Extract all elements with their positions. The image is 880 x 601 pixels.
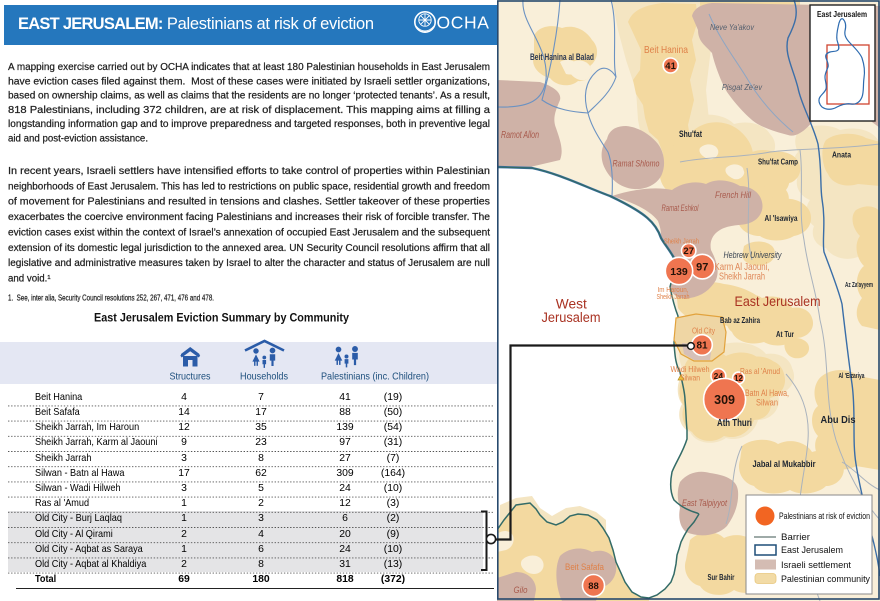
svg-text:have eviction cases filed agai: have eviction cases filed against them. … — [8, 76, 490, 87]
svg-text:Ramat Eshkol: Ramat Eshkol — [662, 203, 700, 213]
svg-text:West: West — [556, 297, 587, 312]
svg-text:East Jerusalem: East Jerusalem — [735, 293, 821, 309]
svg-text:Ramat Shlomo: Ramat Shlomo — [613, 159, 660, 170]
svg-text:Silwan: Silwan — [756, 398, 778, 409]
svg-text:Hebrew University: Hebrew University — [724, 250, 782, 260]
svg-text:Im Haroun,: Im Haroun, — [658, 287, 689, 294]
svg-text:extension of its domestic lega: extension of its domestic legal jurisdic… — [8, 243, 490, 254]
svg-text:88: 88 — [588, 581, 599, 592]
svg-text:longstanding information gap a: longstanding information gap and to impr… — [8, 119, 490, 130]
svg-text:East Jerusalem: East Jerusalem — [781, 545, 843, 555]
svg-text:Batn Al Hawa,: Batn Al Hawa, — [745, 388, 789, 399]
svg-text:Israeli settlement: Israeli settlement — [781, 560, 851, 570]
svg-text:aid and post-eviction assistan: aid and post-eviction assistance. — [8, 134, 148, 145]
svg-text:Beit Safafa: Beit Safafa — [565, 562, 605, 573]
svg-text:139: 139 — [670, 266, 688, 278]
svg-text:Al 'Isawiya: Al 'Isawiya — [765, 213, 798, 223]
svg-text:French Hill: French Hill — [715, 190, 752, 200]
svg-text:41: 41 — [665, 61, 676, 72]
svg-text:Silwan: Silwan — [680, 373, 700, 383]
svg-text:Abu Dis: Abu Dis — [821, 414, 856, 426]
svg-text:12: 12 — [734, 374, 743, 383]
svg-text:Al 'Eizariya: Al 'Eizariya — [839, 371, 866, 380]
svg-text:Sheikh Jarrah: Sheikh Jarrah — [657, 294, 690, 301]
svg-text:Pisgat Ze'ev: Pisgat Ze'ev — [722, 83, 763, 92]
svg-text:Ras al 'Amud: Ras al 'Amud — [740, 366, 780, 376]
svg-text:Gilo: Gilo — [514, 585, 528, 595]
svg-text:309: 309 — [714, 393, 735, 407]
svg-text:Beit Hanina al Balad: Beit Hanina al Balad — [530, 52, 594, 63]
svg-text:97: 97 — [696, 262, 708, 274]
svg-text:eviction cases exist within th: eviction cases exist within the context … — [8, 227, 490, 238]
svg-text:East Jerusalem: East Jerusalem — [817, 9, 867, 19]
svg-text:Wadi Hilweh: Wadi Hilweh — [671, 364, 710, 374]
svg-text:In recent years, Israeli settl: In recent years, Israeli settlers have i… — [8, 166, 490, 177]
svg-text:At Tur: At Tur — [776, 330, 794, 339]
svg-text:Jabal al Mukabbir: Jabal al Mukabbir — [753, 459, 816, 470]
svg-text:Sheikh Jarrah: Sheikh Jarrah — [719, 272, 765, 283]
svg-text:27: 27 — [683, 246, 694, 257]
svg-text:81: 81 — [696, 341, 708, 352]
svg-text:Neve Ya'akov: Neve Ya'akov — [710, 23, 755, 32]
svg-text:Jerusalem: Jerusalem — [542, 310, 601, 325]
svg-text:legislative and administrative: legislative and administrative measures … — [8, 258, 490, 269]
svg-text:of movement for Palestinians a: of movement for Palestinians and resulte… — [8, 197, 490, 208]
svg-text:Palestinians at risk of evicti: Palestinians at risk of eviction — [779, 511, 870, 521]
svg-text:Sur Bahir: Sur Bahir — [708, 572, 735, 582]
svg-text:and void.¹: and void.¹ — [8, 274, 51, 285]
svg-text:Bab az Zahira: Bab az Zahira — [720, 315, 760, 325]
svg-text:Beit Hanina: Beit Hanina — [644, 44, 688, 56]
svg-text:Karm Al Jaouni,: Karm Al Jaouni, — [715, 262, 770, 273]
svg-text:based on ownership claims, as: based on ownership claims, as well as cl… — [8, 91, 490, 102]
svg-text:East Talpiyyot: East Talpiyyot — [682, 498, 727, 508]
svg-text:exacerbates the coercive envir: exacerbates the coercive environment fac… — [8, 212, 490, 223]
svg-text:1. See, inter alia, Security: 1. See, inter alia, Security Council res… — [8, 293, 214, 303]
svg-text:818 Palestinians, including 37: 818 Palestinians, including 372 children… — [8, 105, 491, 116]
svg-text:Old City: Old City — [692, 327, 715, 336]
svg-text:Barrier: Barrier — [781, 532, 810, 542]
svg-text:East Jerusalem Eviction Summar: East Jerusalem Eviction Summary by Commu… — [94, 311, 349, 325]
svg-text:Anata: Anata — [832, 151, 851, 160]
svg-text:A mapping exercise carried out: A mapping exercise carried out by OCHA i… — [8, 62, 490, 73]
svg-text:Ath Thuri: Ath Thuri — [717, 417, 752, 429]
svg-text:Az Za'ayyem: Az Za'ayyem — [845, 280, 873, 289]
svg-text:Shu'fat: Shu'fat — [679, 129, 703, 140]
svg-text:Ramot Allon: Ramot Allon — [501, 130, 539, 141]
svg-text:24: 24 — [714, 371, 724, 381]
svg-text:Palestinian community: Palestinian community — [781, 574, 870, 584]
svg-text:Shu'fat Camp: Shu'fat Camp — [758, 157, 798, 167]
svg-text:neighborhoods of East Jerusale: neighborhoods of East Jerusalem. This ha… — [8, 181, 490, 192]
svg-text:Sheikh Jarrah: Sheikh Jarrah — [664, 239, 699, 246]
